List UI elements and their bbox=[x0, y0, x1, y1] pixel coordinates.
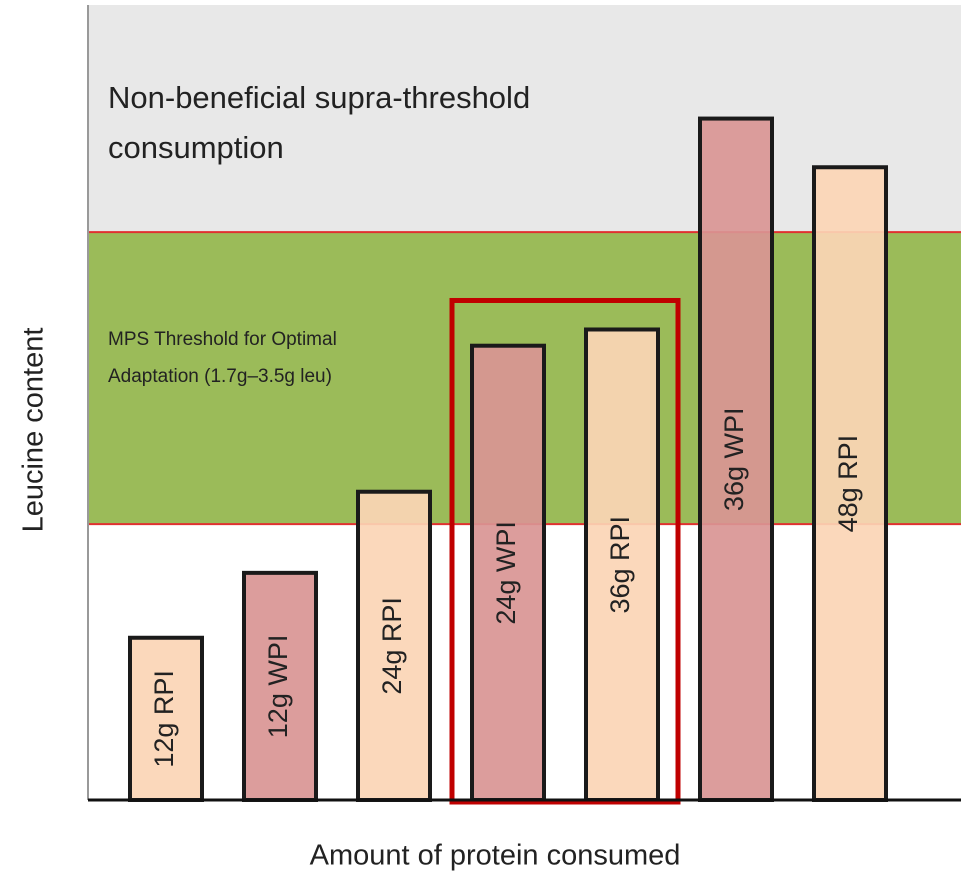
region-label: Non-beneficial supra-threshold bbox=[108, 80, 530, 115]
highlight-box bbox=[449, 297, 681, 805]
bar-label: 24g RPI bbox=[377, 597, 407, 695]
bar bbox=[470, 343, 546, 802]
bar bbox=[812, 165, 888, 803]
bar-label: 24g WPI bbox=[491, 521, 521, 625]
region-label: consumption bbox=[108, 130, 284, 165]
bar bbox=[356, 489, 432, 802]
x-axis-label: Amount of protein consumed bbox=[310, 840, 681, 872]
y-axis-label: Leucine content bbox=[18, 328, 50, 533]
bar-label: 36g RPI bbox=[605, 516, 635, 614]
bar-label: 36g WPI bbox=[719, 408, 749, 512]
bar-label: 48g RPI bbox=[833, 435, 863, 533]
bar bbox=[128, 635, 204, 803]
region-label: MPS Threshold for Optimal bbox=[108, 329, 337, 350]
bar-label: 12g WPI bbox=[263, 635, 293, 739]
bar-label: 12g RPI bbox=[149, 670, 179, 768]
region-label: Adaptation (1.7g–3.5g leu) bbox=[108, 366, 332, 387]
bar bbox=[698, 116, 774, 803]
